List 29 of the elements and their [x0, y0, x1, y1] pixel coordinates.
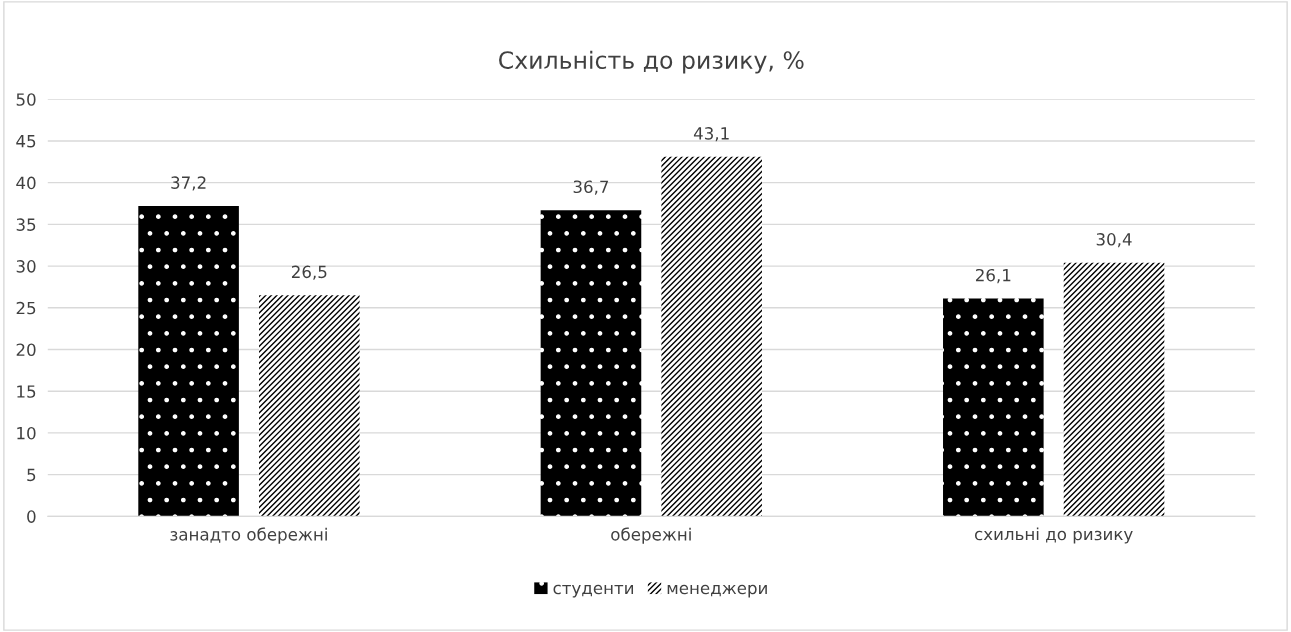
y-tick-label: 20 [16, 343, 36, 357]
bar [943, 298, 1044, 517]
bar [259, 295, 360, 517]
y-tick-label: 0 [27, 510, 36, 523]
y-tick-label: 50 [16, 93, 36, 106]
bar [661, 156, 762, 517]
x-tick-label: схильні до ризику [974, 527, 1133, 544]
chart-title: Схильність до ризику, % [499, 50, 804, 74]
data-label: 26,5 [291, 265, 327, 280]
data-label: 43,1 [693, 127, 729, 142]
bar [1063, 262, 1165, 517]
bar [138, 206, 239, 517]
data-label: 26,1 [975, 268, 1011, 284]
data-label: 30,4 [1096, 233, 1132, 248]
y-tick-label: 40 [16, 176, 36, 190]
y-tick-label: 25 [16, 301, 36, 315]
y-tick-label: 30 [16, 260, 36, 273]
data-label: 36,7 [573, 180, 609, 195]
y-tick-label: 5 [27, 468, 36, 482]
x-tick-label: занадто обережні [170, 527, 327, 544]
y-tick-label: 35 [16, 218, 36, 231]
y-tick-label: 10 [17, 426, 36, 440]
data-label: 37,2 [171, 176, 206, 191]
x-tick-label: обережні [611, 527, 691, 544]
legend-label: студенти [553, 584, 634, 598]
y-tick-label: 45 [16, 135, 36, 148]
bar [540, 210, 642, 517]
y-tick-label: 15 [17, 385, 36, 398]
legend-label: менеджери [667, 584, 767, 598]
